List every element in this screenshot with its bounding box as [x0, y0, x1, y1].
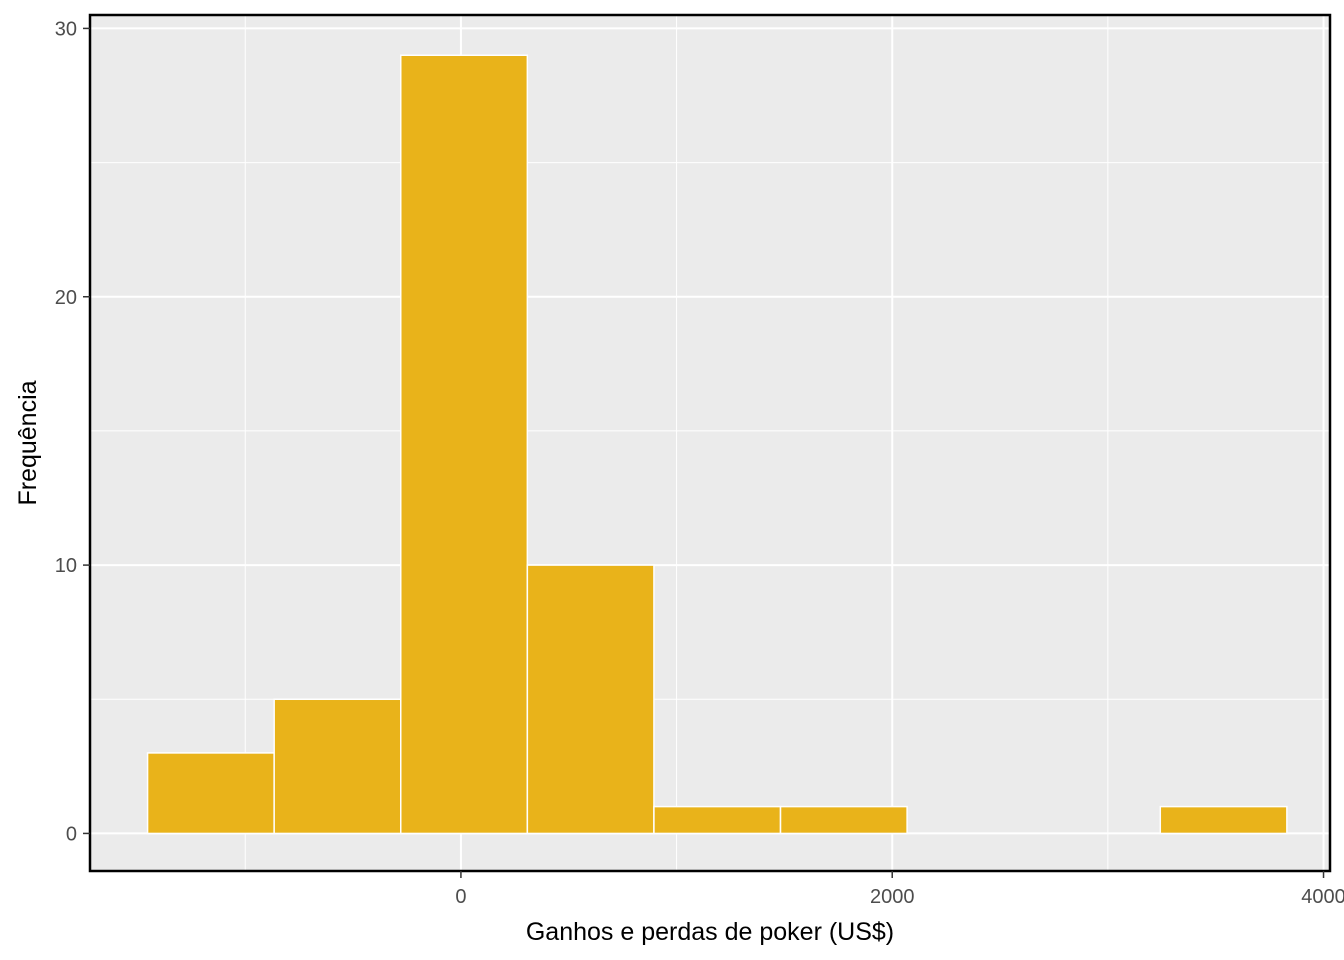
y-tick-label: 30: [55, 18, 77, 40]
plot-border: [88, 13, 1332, 873]
histogram-bar: [1159, 805, 1288, 835]
x-tick-label: 4000: [1301, 886, 1344, 908]
y-axis: 0 10 20 30: [55, 18, 90, 845]
x-tick-label: 0: [455, 886, 466, 908]
y-axis-title: Frequência: [14, 380, 42, 505]
x-axis: 0 2000 4000: [455, 871, 1344, 908]
histogram-bar: [146, 752, 275, 835]
x-tick-label: 2000: [870, 886, 915, 908]
histogram-bar: [273, 698, 402, 835]
histogram-bars: [146, 54, 1288, 835]
histogram-bar: [526, 564, 655, 835]
y-tick-label: 20: [55, 287, 77, 309]
x-axis-title: Ganhos e perdas de poker (US$): [526, 918, 894, 946]
y-tick-label: 0: [66, 823, 77, 845]
histogram-bar: [400, 54, 529, 835]
histogram-bar: [653, 805, 782, 835]
y-tick-label: 10: [55, 555, 77, 577]
histogram-bar: [779, 805, 908, 835]
